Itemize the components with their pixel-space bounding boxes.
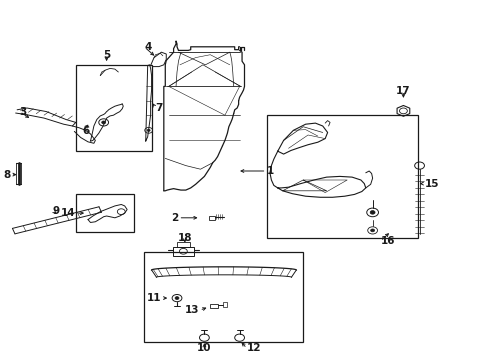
- Text: 12: 12: [246, 343, 261, 354]
- Bar: [210, 304, 218, 308]
- Text: 2: 2: [171, 213, 178, 223]
- Circle shape: [102, 121, 105, 124]
- Text: 17: 17: [395, 86, 410, 96]
- Bar: [76, 65, 151, 151]
- Text: 16: 16: [380, 236, 394, 246]
- Text: 11: 11: [146, 293, 161, 303]
- Text: 9: 9: [53, 206, 60, 216]
- Text: 8: 8: [3, 170, 11, 180]
- Text: 1: 1: [266, 166, 273, 176]
- Bar: [176, 242, 190, 247]
- Circle shape: [147, 129, 150, 131]
- Bar: [144, 252, 303, 342]
- Circle shape: [369, 211, 374, 214]
- Text: 3: 3: [20, 107, 27, 117]
- Bar: [223, 302, 226, 307]
- Text: 7: 7: [155, 103, 163, 113]
- Text: 5: 5: [103, 50, 110, 60]
- Circle shape: [370, 229, 374, 232]
- Bar: [76, 194, 134, 232]
- Text: 18: 18: [177, 233, 192, 243]
- Text: 10: 10: [197, 343, 211, 354]
- Text: 14: 14: [61, 208, 76, 218]
- Text: 13: 13: [184, 305, 199, 315]
- Bar: [209, 216, 215, 220]
- Bar: [172, 247, 194, 256]
- Text: 15: 15: [424, 179, 438, 189]
- Text: 6: 6: [82, 126, 89, 136]
- Bar: [266, 115, 417, 238]
- Circle shape: [175, 297, 179, 300]
- Text: 4: 4: [144, 42, 151, 52]
